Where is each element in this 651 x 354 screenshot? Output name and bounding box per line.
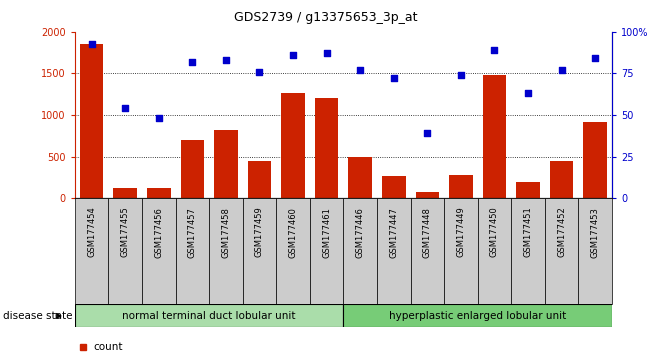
FancyBboxPatch shape	[344, 198, 377, 304]
Text: disease state: disease state	[3, 311, 73, 321]
FancyBboxPatch shape	[109, 198, 142, 304]
FancyBboxPatch shape	[377, 198, 411, 304]
Point	[523, 91, 533, 96]
Text: normal terminal duct lobular unit: normal terminal duct lobular unit	[122, 311, 296, 321]
Text: GSM177458: GSM177458	[221, 207, 230, 258]
Point	[590, 56, 600, 61]
FancyBboxPatch shape	[444, 198, 478, 304]
Point	[456, 72, 466, 78]
Point	[154, 115, 164, 121]
Point	[87, 41, 97, 46]
Text: GSM177449: GSM177449	[456, 207, 465, 257]
Point	[422, 131, 432, 136]
Text: GSM177452: GSM177452	[557, 207, 566, 257]
Bar	[147, 188, 171, 198]
Text: hyperplastic enlarged lobular unit: hyperplastic enlarged lobular unit	[389, 311, 566, 321]
Bar	[80, 44, 104, 198]
Bar	[248, 161, 271, 198]
Point	[255, 69, 265, 75]
FancyBboxPatch shape	[545, 198, 578, 304]
Text: GSM177455: GSM177455	[120, 207, 130, 257]
FancyBboxPatch shape	[209, 198, 243, 304]
FancyBboxPatch shape	[344, 304, 612, 327]
Bar	[315, 98, 339, 198]
Bar	[583, 122, 607, 198]
Bar	[382, 176, 406, 198]
Text: GSM177456: GSM177456	[154, 207, 163, 258]
Text: GDS2739 / g13375653_3p_at: GDS2739 / g13375653_3p_at	[234, 11, 417, 24]
Bar	[281, 93, 305, 198]
FancyBboxPatch shape	[310, 198, 344, 304]
Text: GSM177454: GSM177454	[87, 207, 96, 257]
Bar	[449, 175, 473, 198]
Bar	[550, 161, 574, 198]
Point	[221, 57, 231, 63]
Bar	[516, 182, 540, 198]
Bar	[482, 75, 506, 198]
Text: GSM177448: GSM177448	[422, 207, 432, 258]
FancyBboxPatch shape	[75, 304, 344, 327]
Point	[322, 51, 332, 56]
Bar	[113, 188, 137, 198]
Point	[490, 47, 500, 53]
FancyBboxPatch shape	[478, 198, 511, 304]
FancyBboxPatch shape	[75, 198, 109, 304]
Text: GSM177459: GSM177459	[255, 207, 264, 257]
FancyBboxPatch shape	[411, 198, 444, 304]
Text: count: count	[94, 342, 123, 352]
Text: GSM177457: GSM177457	[188, 207, 197, 258]
Point	[557, 67, 567, 73]
FancyBboxPatch shape	[578, 198, 612, 304]
Bar	[348, 156, 372, 198]
Point	[389, 76, 399, 81]
Text: GSM177460: GSM177460	[288, 207, 298, 258]
Bar	[180, 140, 204, 198]
FancyBboxPatch shape	[142, 198, 176, 304]
FancyBboxPatch shape	[243, 198, 276, 304]
Text: GSM177451: GSM177451	[523, 207, 533, 257]
Point	[187, 59, 197, 65]
Text: GSM177447: GSM177447	[389, 207, 398, 258]
Text: GSM177446: GSM177446	[355, 207, 365, 258]
FancyBboxPatch shape	[511, 198, 545, 304]
FancyBboxPatch shape	[176, 198, 209, 304]
Point	[288, 52, 298, 58]
Bar	[214, 130, 238, 198]
Text: GSM177461: GSM177461	[322, 207, 331, 258]
Text: GSM177450: GSM177450	[490, 207, 499, 257]
Text: GSM177453: GSM177453	[590, 207, 600, 258]
Point	[120, 105, 130, 111]
Point	[355, 67, 365, 73]
Bar	[415, 193, 439, 198]
FancyBboxPatch shape	[276, 198, 310, 304]
